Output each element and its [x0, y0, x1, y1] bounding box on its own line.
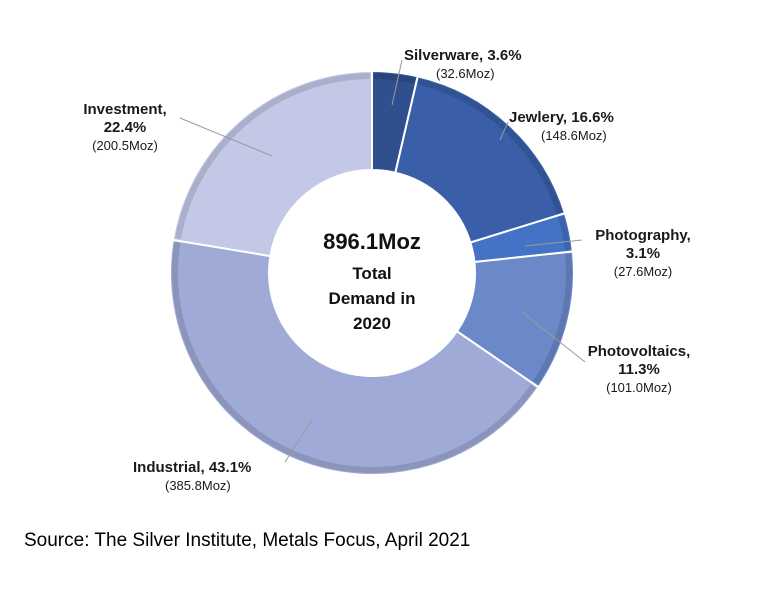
- leader-line-6: [179, 117, 273, 157]
- leader-line-4: [521, 311, 586, 363]
- slice-edge-5: [172, 242, 536, 473]
- slice-label-6-line-2: 22.4%: [104, 119, 147, 136]
- slice-edge-2: [417, 78, 563, 214]
- center-line-3: 2020: [353, 314, 391, 333]
- slice-label-2-line-1: Jewlery, 16.6%: [509, 109, 614, 126]
- leader-line-3: [524, 239, 583, 247]
- slice-label-1-line-1: Silverware, 3.6%: [404, 47, 522, 64]
- center-total-value: 896.1Moz: [323, 229, 421, 254]
- donut-slices: [169, 69, 575, 476]
- source-note: Source: The Silver Institute, Metals Foc…: [24, 530, 471, 551]
- leader-lines: [179, 59, 586, 463]
- slice-6: [171, 69, 373, 258]
- donut-chart: Silverware, 3.6% (32.6Moz) Jewlery, 16.6% (…: [83, 47, 690, 493]
- slice-label-4-line-1: Photovoltaics,: [588, 343, 691, 360]
- slice-edge-1: [373, 73, 416, 84]
- center-line-1: Total: [352, 264, 391, 283]
- center-line-2: Demand in: [329, 289, 416, 308]
- slice-edge-6: [175, 73, 370, 240]
- center-label: 896.1Moz Total Demand in 2020: [323, 229, 421, 333]
- leader-line-2: [499, 121, 509, 141]
- slice-label-2-line-2: (148.6Moz): [541, 128, 607, 143]
- leader-line-1: [391, 59, 403, 106]
- slice-label-6-line-3: (200.5Moz): [92, 138, 158, 153]
- slice-labels: Silverware, 3.6% (32.6Moz) Jewlery, 16.6% (…: [83, 47, 690, 493]
- slice-label-5-line-2: (385.8Moz): [165, 478, 231, 493]
- slice-edge-4: [533, 253, 572, 385]
- slice-label-3-line-3: (27.6Moz): [614, 264, 673, 279]
- slice-label-1-line-2: (32.6Moz): [436, 66, 495, 81]
- slice-label-3-line-2: 3.1%: [626, 245, 660, 262]
- slice-5: [169, 238, 540, 476]
- leader-line-5: [284, 419, 313, 463]
- slice-edge-3: [557, 215, 571, 251]
- slice-label-4-line-3: (101.0Moz): [606, 380, 672, 395]
- slice-label-6-line-1: Investment,: [83, 101, 166, 118]
- slice-2: [394, 75, 567, 244]
- slice-label-3-line-1: Photography,: [595, 227, 691, 244]
- slice-label-5-line-1: Industrial, 43.1%: [133, 459, 251, 476]
- slice-label-4-line-2: 11.3%: [618, 361, 660, 378]
